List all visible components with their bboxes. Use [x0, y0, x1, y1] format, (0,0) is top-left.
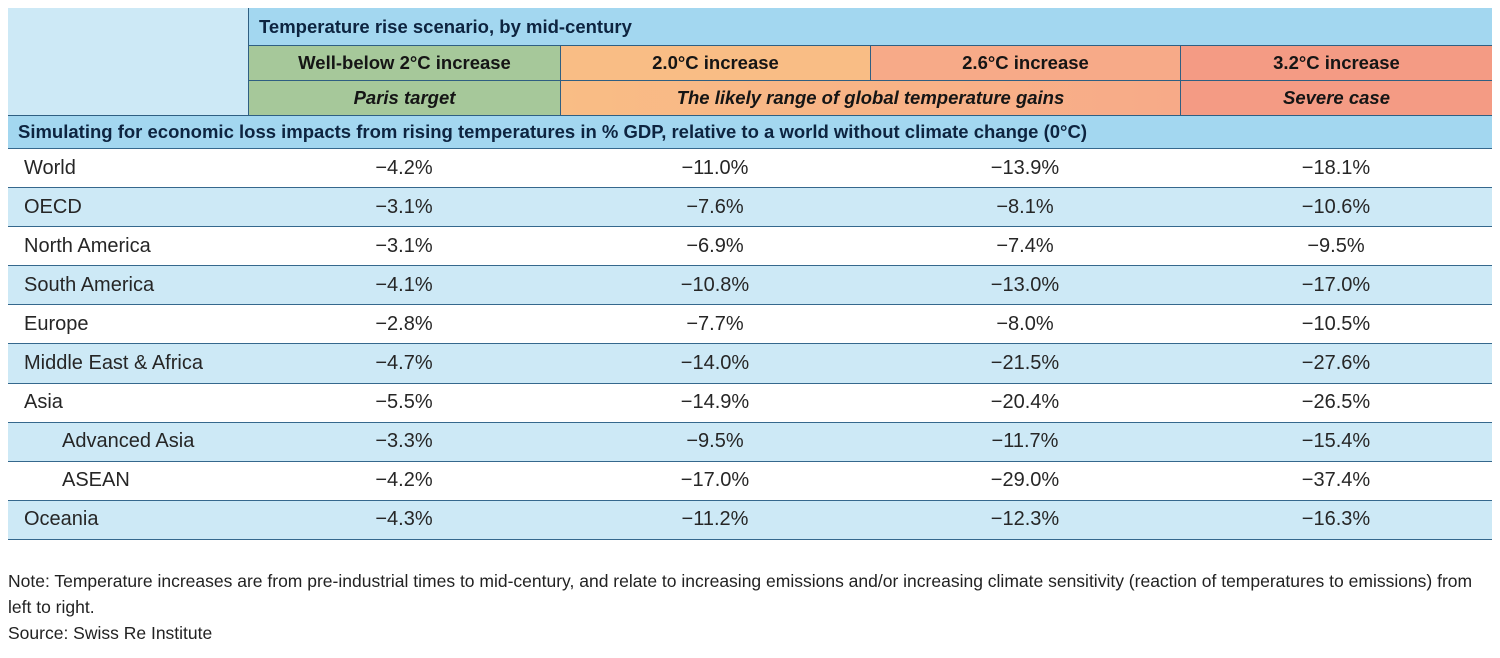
col-header-3-2c: 3.2°C increase	[1180, 45, 1492, 80]
region-label: Middle East & Africa	[24, 352, 203, 375]
value-cell: −10.8%	[680, 273, 750, 296]
simulation-banner: Simulating for economic loss impacts fro…	[8, 115, 1492, 148]
value-cell: −29.0%	[990, 469, 1060, 492]
value-cell: −17.0%	[680, 469, 750, 492]
value-cell: −18.1%	[1301, 156, 1371, 179]
table-row-asean: ASEAN −4.2% −17.0% −29.0% −37.4%	[8, 460, 1492, 500]
value-cell: −20.4%	[990, 391, 1060, 414]
region-label: North America	[24, 234, 151, 257]
region-label: Asia	[24, 391, 63, 414]
table-row-asia: Asia −5.5% −14.9% −20.4% −26.5%	[8, 382, 1492, 422]
value-cell: −27.6%	[1301, 352, 1371, 375]
table-row-advanced-asia: Advanced Asia −3.3% −9.5% −11.7% −15.4%	[8, 421, 1492, 461]
region-label: ASEAN	[62, 469, 130, 492]
value-cell: −3.3%	[375, 430, 433, 453]
col-header-2-6c: 2.6°C increase	[870, 45, 1180, 80]
value-cell: −2.8%	[375, 312, 433, 335]
value-cell: −10.6%	[1301, 195, 1371, 218]
value-cell: −13.0%	[990, 273, 1060, 296]
value-cell: −14.0%	[680, 352, 750, 375]
value-cell: −7.7%	[686, 312, 744, 335]
region-label: OECD	[24, 195, 82, 218]
col-header-2-0c: 2.0°C increase	[560, 45, 870, 80]
value-cell: −15.4%	[1301, 430, 1371, 453]
value-cell: −8.0%	[996, 312, 1054, 335]
value-cell: −9.5%	[1307, 234, 1365, 257]
table-header: Temperature rise scenario, by mid-centur…	[8, 8, 1492, 115]
source-text: Source: Swiss Re Institute	[8, 623, 213, 643]
value-cell: −14.9%	[680, 391, 750, 414]
value-cell: −7.6%	[686, 195, 744, 218]
value-cell: −8.1%	[996, 195, 1054, 218]
value-cell: −11.7%	[991, 430, 1059, 453]
value-cell: −9.5%	[686, 430, 744, 453]
value-cell: −10.5%	[1301, 312, 1371, 335]
value-cell: −3.1%	[375, 195, 433, 218]
region-label: Europe	[24, 312, 89, 335]
value-cell: −16.3%	[1301, 508, 1371, 531]
region-label: Oceania	[24, 508, 99, 531]
footnotes: Note: Temperature increases are from pre…	[8, 568, 1486, 646]
value-cell: −13.9%	[990, 156, 1060, 179]
value-cell: −21.5%	[990, 352, 1060, 375]
table-row-south-america: South America −4.1% −10.8% −13.0% −17.0%	[8, 265, 1492, 305]
table-row-middle-east-africa: Middle East & Africa −4.7% −14.0% −21.5%…	[8, 343, 1492, 383]
value-cell: −37.4%	[1301, 469, 1371, 492]
economic-loss-table: Temperature rise scenario, by mid-centur…	[8, 8, 1492, 540]
corner-cell	[8, 8, 248, 115]
subheader-likely-range: The likely range of global temperature g…	[560, 80, 1180, 115]
table-row-world: World −4.2% −11.0% −13.9% −18.1%	[8, 148, 1492, 188]
table-row-north-america: North America −3.1% −6.9% −7.4% −9.5%	[8, 226, 1492, 266]
region-label: Advanced Asia	[62, 430, 195, 453]
note-text: Note: Temperature increases are from pre…	[8, 571, 1473, 617]
value-cell: −17.0%	[1301, 273, 1371, 296]
value-cell: −12.3%	[990, 508, 1060, 531]
table-row-oecd: OECD −3.1% −7.6% −8.1% −10.6%	[8, 187, 1492, 227]
value-cell: −7.4%	[996, 234, 1054, 257]
value-cell: −3.1%	[375, 234, 433, 257]
value-cell: −11.0%	[681, 156, 749, 179]
subheader-severe-case: Severe case	[1180, 80, 1492, 115]
subheader-paris-target: Paris target	[248, 80, 560, 115]
value-cell: −11.2%	[681, 508, 749, 531]
value-cell: −4.3%	[375, 508, 433, 531]
value-cell: −26.5%	[1301, 391, 1371, 414]
region-label: South America	[24, 273, 155, 296]
table-body: World −4.2% −11.0% −13.9% −18.1% OECD −3…	[8, 148, 1492, 540]
value-cell: −4.1%	[375, 273, 433, 296]
value-cell: −4.2%	[375, 469, 433, 492]
scenario-title: Temperature rise scenario, by mid-centur…	[248, 8, 1492, 45]
col-header-well-below-2c: Well-below 2°C increase	[248, 45, 560, 80]
value-cell: −4.7%	[375, 352, 433, 375]
table-row-oceania: Oceania −4.3% −11.2% −12.3% −16.3%	[8, 499, 1492, 539]
value-cell: −5.5%	[375, 391, 433, 414]
value-cell: −6.9%	[686, 234, 744, 257]
region-label: World	[24, 156, 76, 179]
table-row-europe: Europe −2.8% −7.7% −8.0% −10.5%	[8, 304, 1492, 344]
value-cell: −4.2%	[375, 156, 433, 179]
